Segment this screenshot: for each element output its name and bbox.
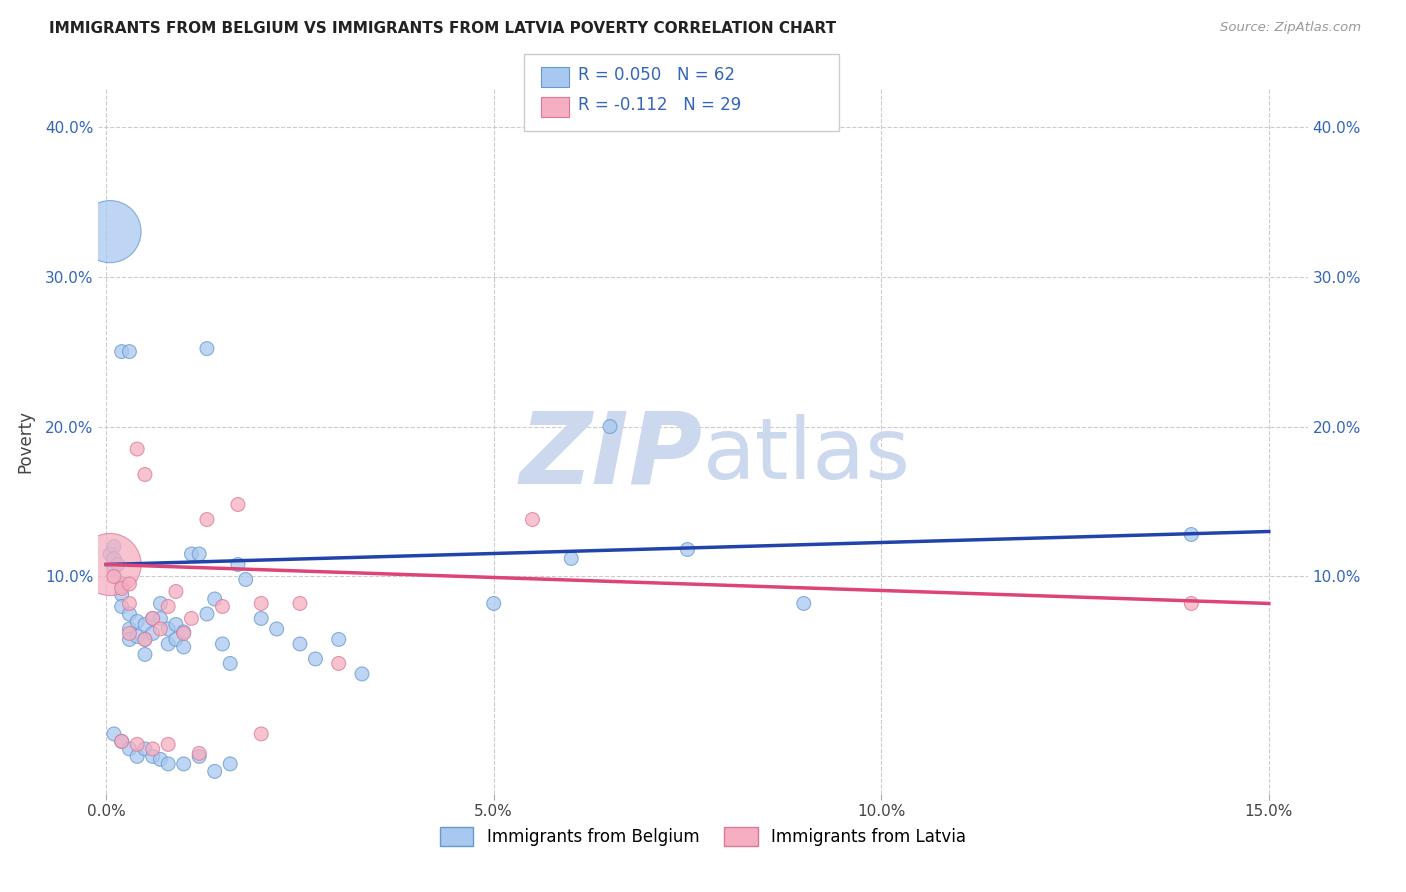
- Point: [173, 756, 195, 771]
- Point: [134, 742, 156, 756]
- Point: [149, 752, 172, 766]
- Point: [157, 738, 180, 752]
- Text: IMMIGRANTS FROM BELGIUM VS IMMIGRANTS FROM LATVIA POVERTY CORRELATION CHART: IMMIGRANTS FROM BELGIUM VS IMMIGRANTS FR…: [49, 21, 837, 36]
- Point: [103, 540, 125, 554]
- Point: [111, 577, 134, 591]
- Legend: Immigrants from Belgium, Immigrants from Latvia: Immigrants from Belgium, Immigrants from…: [433, 820, 973, 853]
- Point: [219, 657, 242, 671]
- Point: [142, 749, 165, 764]
- Point: [226, 498, 249, 512]
- Point: [173, 640, 195, 654]
- Point: [118, 742, 141, 756]
- Point: [134, 632, 156, 647]
- Point: [195, 607, 218, 621]
- Point: [111, 734, 134, 748]
- Point: [250, 597, 273, 611]
- Text: atlas: atlas: [703, 414, 911, 497]
- Point: [134, 617, 156, 632]
- Point: [127, 442, 149, 456]
- Point: [111, 599, 134, 614]
- Point: [165, 632, 187, 647]
- Point: [250, 727, 273, 741]
- Point: [118, 632, 141, 647]
- Point: [149, 611, 172, 625]
- Point: [127, 615, 149, 629]
- Point: [118, 626, 141, 640]
- Point: [103, 551, 125, 566]
- Point: [103, 569, 125, 583]
- Point: [599, 419, 621, 434]
- Point: [111, 582, 134, 596]
- Point: [219, 756, 242, 771]
- Point: [328, 657, 350, 671]
- Point: [165, 584, 187, 599]
- Text: R = 0.050   N = 62: R = 0.050 N = 62: [578, 66, 735, 84]
- Point: [266, 622, 288, 636]
- Point: [127, 738, 149, 752]
- Point: [173, 626, 195, 640]
- Point: [118, 597, 141, 611]
- Point: [204, 591, 226, 606]
- Point: [165, 617, 187, 632]
- Point: [111, 344, 134, 359]
- Point: [142, 611, 165, 625]
- Point: [226, 558, 249, 572]
- Point: [288, 597, 311, 611]
- Point: [134, 648, 156, 662]
- Text: ZIP: ZIP: [520, 407, 703, 504]
- Point: [157, 599, 180, 614]
- Point: [118, 607, 141, 621]
- Text: Source: ZipAtlas.com: Source: ZipAtlas.com: [1220, 21, 1361, 34]
- Point: [98, 225, 121, 239]
- Point: [204, 764, 226, 779]
- Point: [188, 547, 211, 561]
- Point: [188, 749, 211, 764]
- Text: R = -0.112   N = 29: R = -0.112 N = 29: [578, 96, 741, 114]
- Point: [142, 742, 165, 756]
- Point: [157, 637, 180, 651]
- Point: [149, 622, 172, 636]
- Point: [157, 756, 180, 771]
- Point: [350, 667, 373, 681]
- Point: [142, 611, 165, 625]
- Point: [149, 597, 172, 611]
- Point: [211, 637, 233, 651]
- Point: [173, 624, 195, 639]
- Point: [111, 587, 134, 601]
- Point: [288, 637, 311, 651]
- Point: [103, 562, 125, 576]
- Point: [111, 734, 134, 748]
- Point: [250, 611, 273, 625]
- Point: [211, 599, 233, 614]
- Point: [560, 551, 582, 566]
- Point: [235, 573, 257, 587]
- Y-axis label: Poverty: Poverty: [15, 410, 34, 473]
- Point: [103, 727, 125, 741]
- Point: [157, 622, 180, 636]
- Point: [676, 542, 699, 557]
- Point: [127, 749, 149, 764]
- Point: [98, 547, 121, 561]
- Point: [328, 632, 350, 647]
- Point: [118, 577, 141, 591]
- Point: [180, 547, 202, 561]
- Point: [180, 611, 202, 625]
- Point: [793, 597, 815, 611]
- Point: [127, 630, 149, 644]
- Point: [1180, 597, 1202, 611]
- Point: [107, 558, 129, 572]
- Point: [134, 632, 156, 647]
- Point: [142, 626, 165, 640]
- Point: [118, 344, 141, 359]
- Point: [195, 512, 218, 526]
- Point: [482, 597, 505, 611]
- Point: [98, 558, 121, 572]
- Point: [304, 652, 326, 666]
- Point: [1180, 527, 1202, 541]
- Point: [195, 342, 218, 356]
- Point: [118, 622, 141, 636]
- Point: [522, 512, 544, 526]
- Point: [188, 747, 211, 761]
- Point: [134, 467, 156, 482]
